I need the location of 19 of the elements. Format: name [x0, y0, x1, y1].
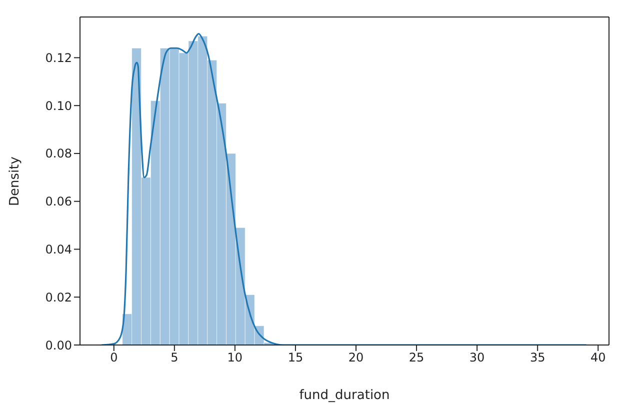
y-axis-title: Density: [8, 156, 23, 206]
x-tick-label: 40: [590, 350, 606, 365]
x-tick-label: 30: [469, 350, 485, 365]
y-tick-label: 0.04: [45, 242, 72, 256]
y-tick-label: 0.00: [45, 338, 72, 352]
x-tick-label: 35: [530, 350, 546, 365]
x-tick-label: 10: [227, 350, 243, 365]
y-tick-label: 0.10: [45, 98, 72, 113]
y-tick-label: 0.02: [45, 290, 72, 304]
x-tick-label: 5: [170, 350, 178, 365]
x-tick-label: 0: [110, 350, 118, 365]
x-tick-label: 15: [288, 350, 304, 365]
line-series: [100, 32, 587, 345]
x-axis-title: fund_duration: [299, 388, 390, 403]
y-tick-label: 0.08: [45, 146, 72, 161]
x-tick-label: 25: [408, 350, 424, 365]
y-tick-label: 0.12: [45, 50, 72, 65]
y-tick-label: 0.06: [45, 194, 72, 209]
x-tick-label: 20: [348, 350, 364, 365]
